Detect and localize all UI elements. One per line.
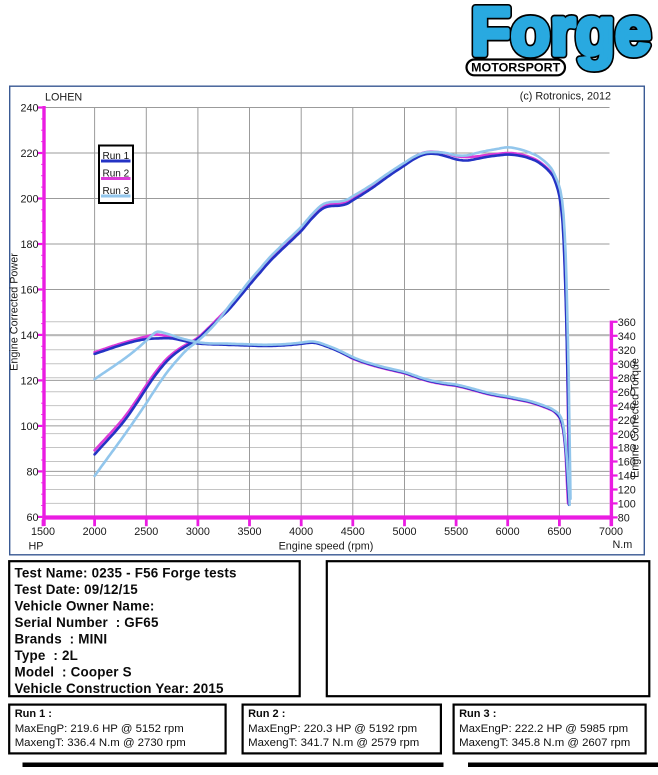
svg-text:Test Date: 09/12/15: Test Date: 09/12/15 xyxy=(15,582,139,597)
svg-text:120: 120 xyxy=(618,485,636,497)
svg-text:MaxengT: 341.7 N.m @ 2579 rpm: MaxengT: 341.7 N.m @ 2579 rpm xyxy=(248,737,419,749)
svg-text:Vehicle Owner Name:: Vehicle Owner Name: xyxy=(15,598,155,613)
svg-text:Engine speed (rpm): Engine speed (rpm) xyxy=(279,541,374,553)
svg-text:2500: 2500 xyxy=(134,526,158,538)
svg-text:80: 80 xyxy=(26,467,38,479)
svg-text:7000: 7000 xyxy=(599,526,623,538)
svg-text:80: 80 xyxy=(618,513,630,525)
svg-text:Test Name: 0235 - F56 Forge te: Test Name: 0235 - F56 Forge tests xyxy=(15,565,237,580)
svg-text:340: 340 xyxy=(618,331,636,343)
svg-text:360: 360 xyxy=(618,317,636,329)
svg-text:MaxengT: 336.4 N.m @ 2730 rpm: MaxengT: 336.4 N.m @ 2730 rpm xyxy=(15,737,186,749)
svg-text:240: 240 xyxy=(20,103,38,115)
svg-text:60: 60 xyxy=(26,512,38,524)
svg-text:Run 1: Run 1 xyxy=(103,151,130,162)
svg-text:140: 140 xyxy=(618,471,636,483)
svg-text:Engine Corrected Torque: Engine Corrected Torque xyxy=(630,358,642,478)
svg-text:180: 180 xyxy=(618,443,636,455)
svg-text:120: 120 xyxy=(20,376,38,388)
svg-text:Run 2 :: Run 2 : xyxy=(248,708,285,720)
svg-text:240: 240 xyxy=(618,401,636,413)
svg-text:(c) Rotronics, 2012: (c) Rotronics, 2012 xyxy=(520,91,611,103)
svg-text:2000: 2000 xyxy=(83,526,107,538)
svg-text:Vehicle Construction Year: 201: Vehicle Construction Year: 2015 xyxy=(15,681,224,696)
svg-text:220: 220 xyxy=(618,415,636,427)
svg-text:Forge: Forge xyxy=(471,0,651,70)
svg-text:MaxEngP: 220.3 HP @ 5192 rpm: MaxEngP: 220.3 HP @ 5192 rpm xyxy=(248,723,417,735)
svg-text:280: 280 xyxy=(618,373,636,385)
svg-text:4000: 4000 xyxy=(289,526,313,538)
svg-text:6500: 6500 xyxy=(547,526,571,538)
svg-text:200: 200 xyxy=(20,194,38,206)
svg-text:100: 100 xyxy=(20,421,38,433)
svg-text:MaxEngP: 222.2 HP @ 5985 rpm: MaxEngP: 222.2 HP @ 5985 rpm xyxy=(459,723,628,735)
svg-text:6000: 6000 xyxy=(496,526,520,538)
svg-text:Type : 2L: Type : 2L xyxy=(15,648,79,663)
svg-text:160: 160 xyxy=(20,285,38,297)
svg-text:3000: 3000 xyxy=(186,526,210,538)
svg-text:Run 1 :: Run 1 : xyxy=(15,708,52,720)
svg-text:320: 320 xyxy=(618,345,636,357)
svg-text:MaxengT: 345.8 N.m @ 2607 rpm: MaxengT: 345.8 N.m @ 2607 rpm xyxy=(459,737,630,749)
svg-text:Engine Corrected Power: Engine Corrected Power xyxy=(9,253,21,371)
svg-text:1500: 1500 xyxy=(31,526,55,538)
svg-text:5000: 5000 xyxy=(392,526,416,538)
svg-text:300: 300 xyxy=(618,359,636,371)
svg-text:200: 200 xyxy=(618,429,636,441)
svg-text:5500: 5500 xyxy=(444,526,468,538)
svg-text:MaxEngP: 219.6 HP @ 5152 rpm: MaxEngP: 219.6 HP @ 5152 rpm xyxy=(15,723,184,735)
svg-text:Serial Number : GF65: Serial Number : GF65 xyxy=(15,615,159,630)
svg-text:LOHEN: LOHEN xyxy=(45,92,82,104)
svg-text:100: 100 xyxy=(618,499,636,511)
svg-text:Model : Cooper S: Model : Cooper S xyxy=(15,664,132,679)
svg-text:180: 180 xyxy=(20,239,38,251)
svg-text:220: 220 xyxy=(20,148,38,160)
svg-text:3500: 3500 xyxy=(237,526,261,538)
svg-text:N.m: N.m xyxy=(613,539,633,551)
svg-text:Brands : MINI: Brands : MINI xyxy=(15,631,108,646)
svg-text:160: 160 xyxy=(618,457,636,469)
svg-text:140: 140 xyxy=(20,330,38,342)
svg-text:Run 2: Run 2 xyxy=(103,169,130,180)
svg-text:HP: HP xyxy=(29,541,44,553)
svg-text:Run 3: Run 3 xyxy=(103,186,130,197)
svg-text:Run 3 :: Run 3 : xyxy=(459,708,496,720)
svg-text:4500: 4500 xyxy=(341,526,365,538)
svg-text:260: 260 xyxy=(618,387,636,399)
svg-text:MOTORSPORT: MOTORSPORT xyxy=(471,63,560,75)
